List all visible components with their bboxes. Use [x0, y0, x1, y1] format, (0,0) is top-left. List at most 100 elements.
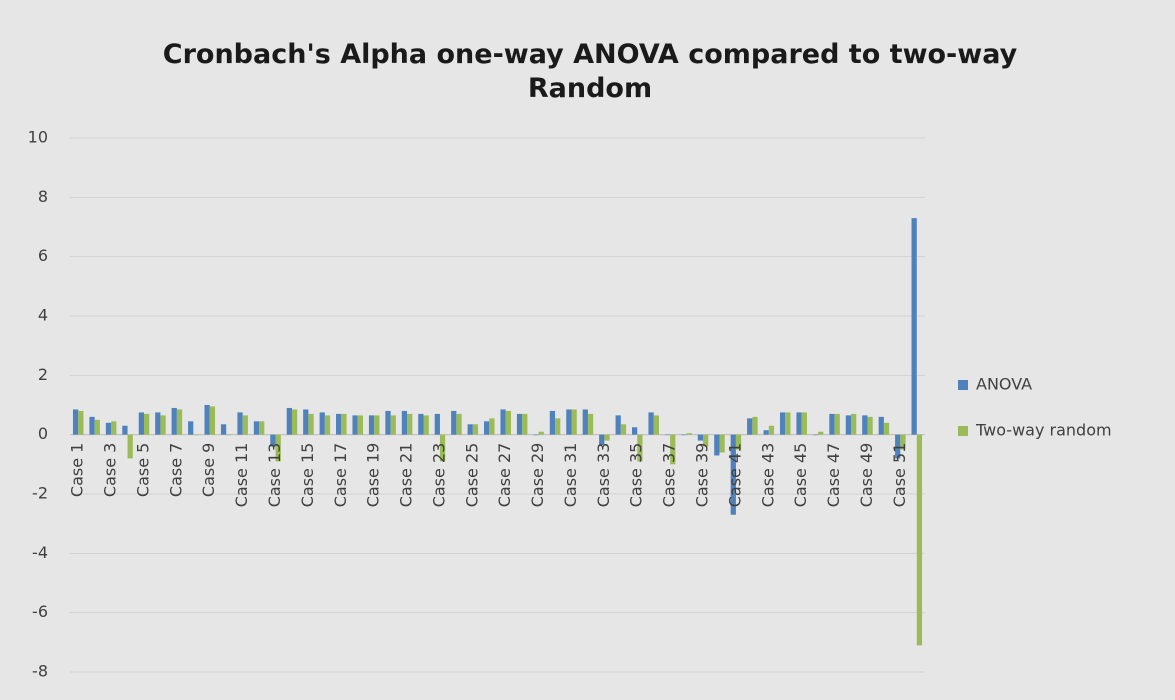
bar [390, 415, 396, 435]
bar [538, 431, 544, 435]
bar [653, 415, 659, 435]
bar [587, 413, 594, 435]
legend-label: Two-way random [975, 421, 1112, 440]
x-tick-label: Case 1 [68, 443, 87, 497]
x-tick-label: Case 23 [429, 443, 448, 508]
x-tick-label: Case 47 [824, 443, 843, 508]
bar [336, 413, 342, 435]
bar [385, 410, 391, 435]
bar [122, 425, 128, 435]
bar [719, 434, 725, 453]
bar [862, 415, 868, 435]
bar [472, 424, 479, 435]
legend-swatch [958, 426, 968, 436]
bar [94, 419, 100, 435]
y-tick-label: 2 [38, 365, 48, 384]
x-tick-label: Case 29 [528, 443, 547, 508]
bar [735, 434, 742, 450]
x-tick-label: Case 51 [890, 443, 909, 508]
legend-label: ANOVA [976, 375, 1032, 394]
bar [220, 424, 227, 435]
y-tick-label: 8 [38, 187, 48, 206]
bar [270, 434, 276, 447]
bar [555, 418, 561, 435]
bar [286, 407, 292, 435]
x-tick-label: Case 31 [561, 443, 580, 508]
bar [209, 406, 216, 435]
bar [845, 415, 852, 435]
bar [599, 434, 605, 446]
x-tick-label: Case 49 [857, 443, 876, 508]
bar [883, 422, 890, 435]
bar [829, 413, 835, 435]
bar [204, 405, 210, 435]
bar [341, 413, 347, 435]
bar [522, 413, 528, 435]
x-tick-label: Case 35 [627, 443, 646, 508]
bar [484, 421, 490, 435]
y-tick-label: -4 [32, 543, 48, 562]
bar [571, 409, 577, 435]
x-tick-label: Case 13 [265, 443, 284, 508]
x-tick-label: Case 33 [594, 443, 613, 508]
x-tick-label: Case 41 [725, 443, 744, 508]
bar [916, 434, 923, 646]
bar [747, 418, 753, 435]
bar [89, 416, 95, 435]
bar [895, 434, 901, 459]
bar [127, 434, 133, 459]
y-tick-label: -6 [32, 602, 48, 621]
bar [324, 415, 331, 435]
bar [620, 424, 627, 435]
bar [155, 412, 161, 435]
bar [714, 434, 720, 456]
x-tick-label: Case 7 [166, 443, 185, 497]
bar [752, 416, 758, 435]
bar [226, 434, 232, 436]
bar [434, 413, 440, 435]
x-tick-label: Case 37 [660, 443, 679, 508]
bar [549, 410, 556, 435]
bar [818, 431, 824, 435]
y-tick-label: -8 [32, 662, 48, 681]
bar [785, 412, 791, 435]
bar [368, 415, 375, 435]
bar [796, 412, 802, 435]
bar [516, 413, 523, 435]
bar [615, 415, 621, 435]
bar [456, 413, 462, 435]
x-tick-label: Case 21 [397, 443, 416, 508]
x-tick-label: Case 27 [495, 443, 514, 508]
bar [681, 434, 687, 436]
bar [582, 409, 588, 435]
legend-swatch [958, 380, 968, 390]
bar [878, 416, 884, 435]
bar [648, 412, 654, 435]
bar [319, 412, 325, 435]
bar [253, 421, 260, 435]
x-tick-label: Case 5 [133, 443, 152, 497]
bar [160, 415, 166, 435]
bar [703, 434, 709, 447]
x-tick-label: Case 9 [199, 443, 218, 497]
bar [176, 409, 183, 435]
bar [834, 413, 840, 435]
y-tick-label: 6 [38, 246, 48, 265]
x-tick-label: Case 43 [758, 443, 777, 508]
bar [188, 421, 194, 435]
bar [237, 412, 243, 435]
bar [911, 218, 917, 435]
bar [352, 415, 358, 435]
bar [291, 409, 298, 435]
bar [105, 422, 112, 435]
y-tick-label: -2 [32, 484, 48, 503]
bar [763, 430, 769, 435]
x-tick-label: Case 11 [232, 443, 251, 508]
bar [357, 415, 364, 435]
y-tick-label: 4 [38, 306, 48, 325]
bar [779, 412, 786, 435]
bar [812, 434, 819, 436]
bar [637, 434, 643, 462]
y-tick-label: 10 [28, 128, 48, 147]
